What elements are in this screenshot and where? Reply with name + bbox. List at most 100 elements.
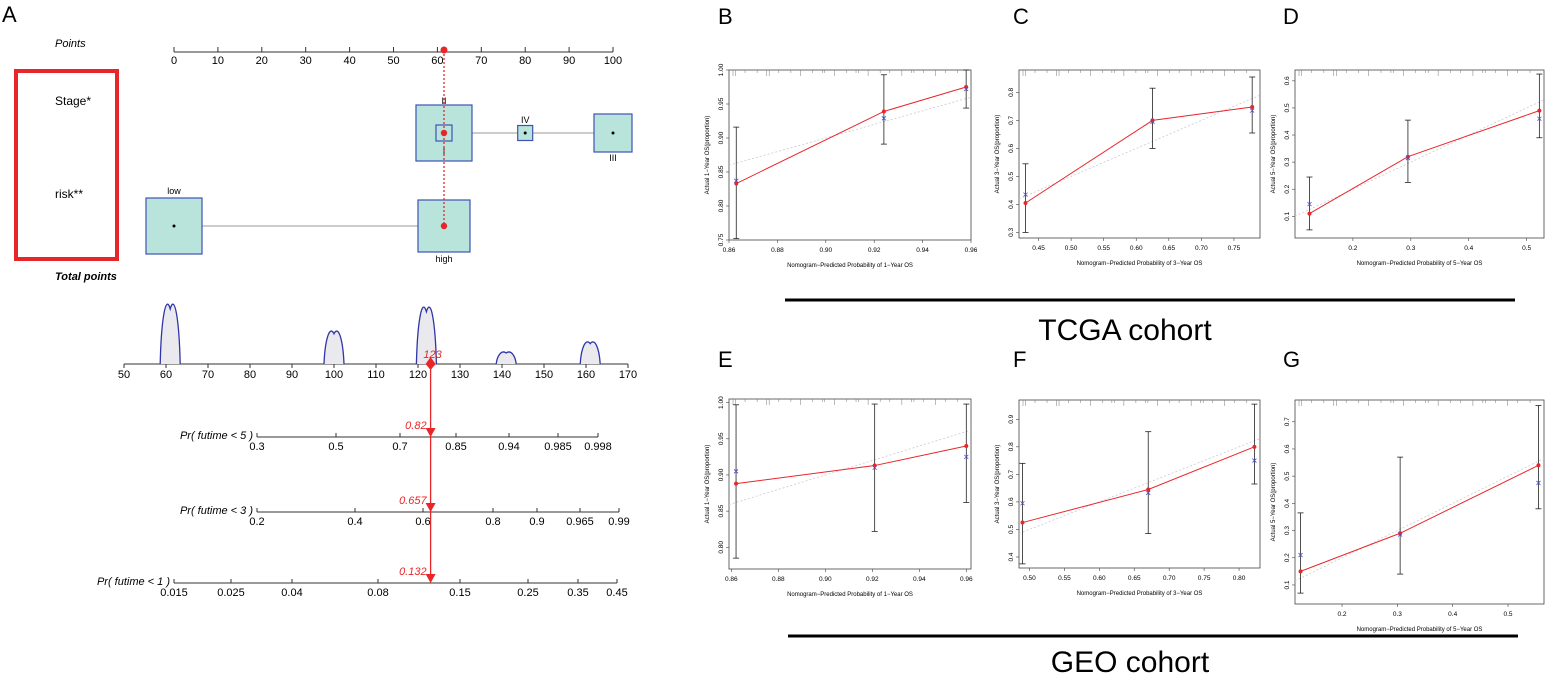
calibration-x-tick-label: 0.96	[965, 247, 978, 254]
calibration-x-tick-label: 0.2	[1348, 245, 1357, 252]
probability-scale-tick-label: 0.15	[449, 587, 470, 599]
calibration-plot-frame	[1018, 69, 1261, 239]
points-axis-tick-label: 70	[475, 55, 487, 67]
calibration-y-axis-title: Actual 3−Year OS(proportion)	[995, 445, 1001, 524]
total-points-density-bump	[415, 306, 438, 365]
calibration-y-tick-label: 0.4	[1008, 200, 1015, 209]
calibration-x-tick-label: 0.86	[723, 247, 736, 254]
calibration-x-tick-label: 0.50	[1065, 245, 1078, 252]
bias-corrected-marker	[881, 115, 887, 121]
calibration-point	[1020, 520, 1025, 525]
calibration-y-tick-label: 0.8	[1008, 88, 1015, 97]
calibration-x-tick-label: 0.5	[1522, 245, 1531, 252]
bias-corrected-marker	[1150, 119, 1155, 125]
calibration-y-tick-label: 0.6	[1008, 144, 1015, 153]
total-points-marker	[425, 357, 436, 370]
calibration-x-axis-title: Nomogram−Predicted Probability of 3−Year…	[1077, 261, 1203, 267]
probability-scale-tick-label: 0.5	[328, 441, 343, 453]
total-points-tick-label: 100	[325, 369, 343, 381]
panel-letter-E: E	[718, 347, 733, 372]
points-row-label: Points	[55, 38, 86, 50]
calibration-x-tick-label: 0.70	[1195, 245, 1208, 252]
probability-scale-tick-label: 0.99	[608, 516, 629, 528]
calibration-y-tick-label: 0.9	[1008, 414, 1015, 423]
bias-corrected-marker	[1020, 500, 1025, 506]
panel-letter-D: D	[1283, 4, 1299, 29]
probability-scale-tick-label: 0.9	[529, 516, 544, 528]
panel-letter-B: B	[718, 4, 733, 29]
calibration-y-tick-label: 1.00	[718, 63, 725, 76]
calibration-y-axis-title: Actual 3−Year OS(proportion)	[995, 115, 1001, 194]
calibration-x-tick-label: 0.45	[1032, 245, 1045, 252]
calibration-point	[734, 481, 739, 486]
calibration-x-tick-label: 0.2	[1338, 611, 1347, 618]
probability-scale-label: Pr( futime < 1 )	[97, 576, 170, 588]
calibration-y-tick-label: 0.1	[1284, 580, 1291, 589]
probability-scale-tick-label: 0.45	[606, 587, 627, 599]
ideal-reference-line	[1294, 99, 1545, 217]
bias-corrected-marker	[1023, 192, 1028, 197]
points-axis-tick-label: 50	[387, 55, 399, 67]
total-points-tick-label: 60	[160, 369, 172, 381]
calibration-y-tick-label: 0.80	[718, 541, 725, 554]
bias-corrected-marker	[1536, 480, 1541, 486]
panel-letter-G: G	[1283, 347, 1300, 372]
calibration-point	[1405, 154, 1410, 159]
bias-corrected-marker	[1405, 155, 1411, 161]
calibration-y-tick-label: 0.2	[1284, 553, 1291, 562]
calibration-point	[1536, 463, 1541, 468]
total-points-tick-label: 70	[202, 369, 214, 381]
total-points-tick-label: 80	[244, 369, 256, 381]
calibration-point	[1307, 211, 1312, 216]
calibration-x-tick-label: 0.94	[916, 247, 929, 254]
calibration-y-tick-label: 0.7	[1008, 116, 1015, 125]
predicted-probability-label: 0.132	[399, 566, 427, 578]
probability-scale-tick-label: 0.4	[347, 516, 362, 528]
calibration-x-axis-title: Nomogram−Predicted Probability of 5−Year…	[1357, 261, 1483, 267]
calibration-x-tick-label: 0.5	[1504, 611, 1513, 618]
bias-corrected-marker	[733, 178, 739, 184]
risk-level-label: high	[435, 254, 452, 264]
calibration-plot-frame	[728, 69, 972, 241]
calibration-point	[1537, 108, 1542, 113]
probability-scale-tick-label: 0.998	[584, 441, 612, 453]
ideal-reference-line	[728, 96, 972, 166]
calibration-x-tick-label: 0.92	[866, 576, 879, 583]
calibration-plot-frame	[1018, 399, 1261, 569]
calibration-y-axis-title: Actual 5−Year OS(proportion)	[1271, 115, 1277, 194]
points-axis-tick-label: 100	[604, 55, 622, 67]
total-points-density-bump	[323, 330, 345, 365]
calibration-y-tick-label: 0.90	[718, 131, 725, 144]
calibration-point	[1252, 444, 1257, 449]
bias-corrected-marker	[1298, 552, 1303, 558]
calibration-y-tick-label: 0.85	[718, 165, 725, 178]
bias-corrected-marker	[964, 454, 969, 460]
calibration-x-tick-label: 0.50	[1023, 575, 1036, 582]
calibration-x-axis-title: Nomogram−Predicted Probability of 3−Year…	[1077, 591, 1203, 597]
total-points-value-label: 123	[423, 349, 442, 361]
total-points-tick-label: 150	[535, 369, 553, 381]
points-axis-tick-label: 20	[256, 55, 268, 67]
calibration-y-tick-label: 0.80	[718, 199, 725, 212]
total-points-tick-label: 50	[118, 369, 130, 381]
calibration-point	[734, 181, 739, 186]
calibration-y-tick-label: 0.4	[1008, 552, 1015, 561]
risk-level-dot	[172, 224, 176, 228]
total-points-tick-label: 120	[409, 369, 427, 381]
probability-scale-tick-label: 0.965	[566, 516, 594, 528]
selected-stage-marker	[440, 129, 448, 137]
total-points-tick-label: 140	[493, 369, 511, 381]
points-axis-tick-label: 0	[171, 55, 177, 67]
calibration-x-tick-label: 0.92	[868, 247, 881, 254]
calibration-y-tick-label: 0.3	[1008, 228, 1015, 237]
calibration-y-tick-label: 0.4	[1284, 130, 1291, 139]
calibration-y-tick-label: 0.75	[718, 233, 725, 246]
calibration-point	[872, 463, 877, 468]
calibration-y-tick-label: 0.5	[1284, 103, 1291, 112]
panel-letter-F: F	[1013, 347, 1026, 372]
selected-risk-marker	[440, 222, 448, 230]
points-axis-tick-label: 30	[300, 55, 312, 67]
bias-corrected-marker	[1537, 116, 1542, 122]
calibration-y-tick-label: 0.6	[1008, 497, 1015, 506]
